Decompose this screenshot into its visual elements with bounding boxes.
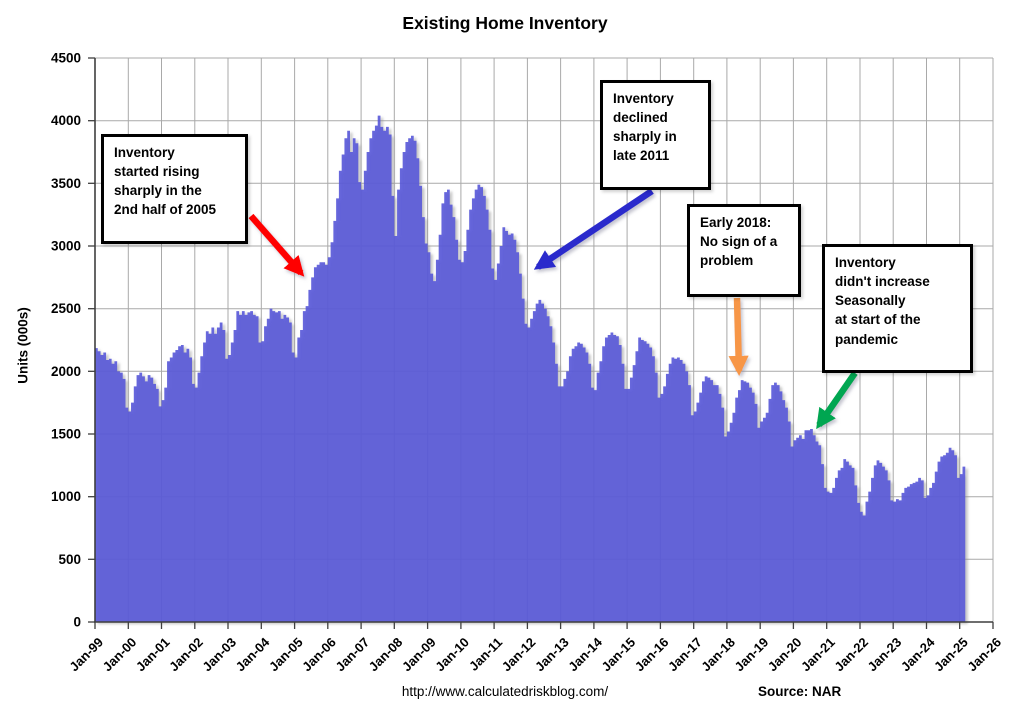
svg-text:Jan-26: Jan-26 [964, 635, 1004, 675]
svg-text:0: 0 [73, 615, 81, 630]
svg-text:Jan-15: Jan-15 [598, 635, 638, 675]
svg-text:Jan-99: Jan-99 [66, 635, 106, 675]
svg-text:1000: 1000 [51, 489, 81, 504]
annotation-decline-2011: Inventory declined sharply in late 2011 [600, 80, 711, 190]
svg-text:Jan-06: Jan-06 [299, 635, 339, 675]
svg-text:1500: 1500 [51, 427, 81, 442]
svg-text:Jan-05: Jan-05 [266, 635, 306, 675]
svg-text:Jan-23: Jan-23 [865, 635, 905, 675]
svg-text:Jan-18: Jan-18 [698, 635, 738, 675]
inventory-area [95, 115, 966, 623]
chart-title: Existing Home Inventory [402, 13, 608, 33]
svg-text:Jan-04: Jan-04 [233, 634, 273, 674]
svg-text:3500: 3500 [51, 176, 81, 191]
svg-text:Jan-03: Jan-03 [199, 635, 239, 675]
svg-text:Jan-01: Jan-01 [133, 635, 173, 675]
svg-text:2500: 2500 [51, 301, 81, 316]
arrow-decline-2011 [533, 188, 654, 270]
arrow-rising-2005 [248, 213, 305, 277]
svg-text:Jan-10: Jan-10 [432, 635, 472, 675]
svg-text:Jan-24: Jan-24 [898, 634, 938, 674]
inventory-bars [95, 115, 966, 623]
source-label: Source: NAR [758, 684, 842, 699]
svg-text:Jan-20: Jan-20 [765, 635, 805, 675]
svg-text:Jan-16: Jan-16 [632, 635, 672, 675]
svg-text:Jan-17: Jan-17 [665, 635, 705, 675]
svg-text:Jan-21: Jan-21 [798, 635, 838, 675]
annotation-early-2018: Early 2018: No sign of a problem [687, 204, 801, 297]
arrow-early-2018 [728, 297, 749, 377]
annotation-rising-2005: Inventory started rising sharply in the … [101, 134, 248, 244]
arrow-pandemic [816, 371, 858, 430]
svg-text:Jan-07: Jan-07 [332, 635, 372, 675]
annotation-pandemic: Inventory didn't increase Seasonally at … [822, 244, 973, 373]
svg-text:Jan-14: Jan-14 [565, 634, 605, 674]
svg-text:Jan-00: Jan-00 [100, 635, 140, 675]
svg-text:Jan-12: Jan-12 [499, 635, 539, 675]
svg-text:Jan-09: Jan-09 [399, 635, 439, 675]
source-url-text: http://www.calculatedriskblog.com/ [401, 684, 609, 699]
svg-text:500: 500 [58, 552, 81, 567]
svg-text:3000: 3000 [51, 239, 81, 254]
svg-text:Jan-25: Jan-25 [931, 635, 971, 675]
svg-text:4500: 4500 [51, 51, 81, 66]
svg-text:Jan-08: Jan-08 [366, 635, 406, 675]
svg-text:2000: 2000 [51, 364, 81, 379]
svg-text:4000: 4000 [51, 113, 81, 128]
annotation-arrows [248, 188, 858, 430]
svg-text:Jan-11: Jan-11 [466, 635, 505, 674]
svg-text:Jan-02: Jan-02 [166, 635, 206, 675]
svg-text:Jan-19: Jan-19 [732, 635, 772, 675]
svg-text:Jan-13: Jan-13 [532, 635, 572, 675]
svg-text:Jan-22: Jan-22 [831, 635, 871, 675]
axes [88, 57, 994, 629]
